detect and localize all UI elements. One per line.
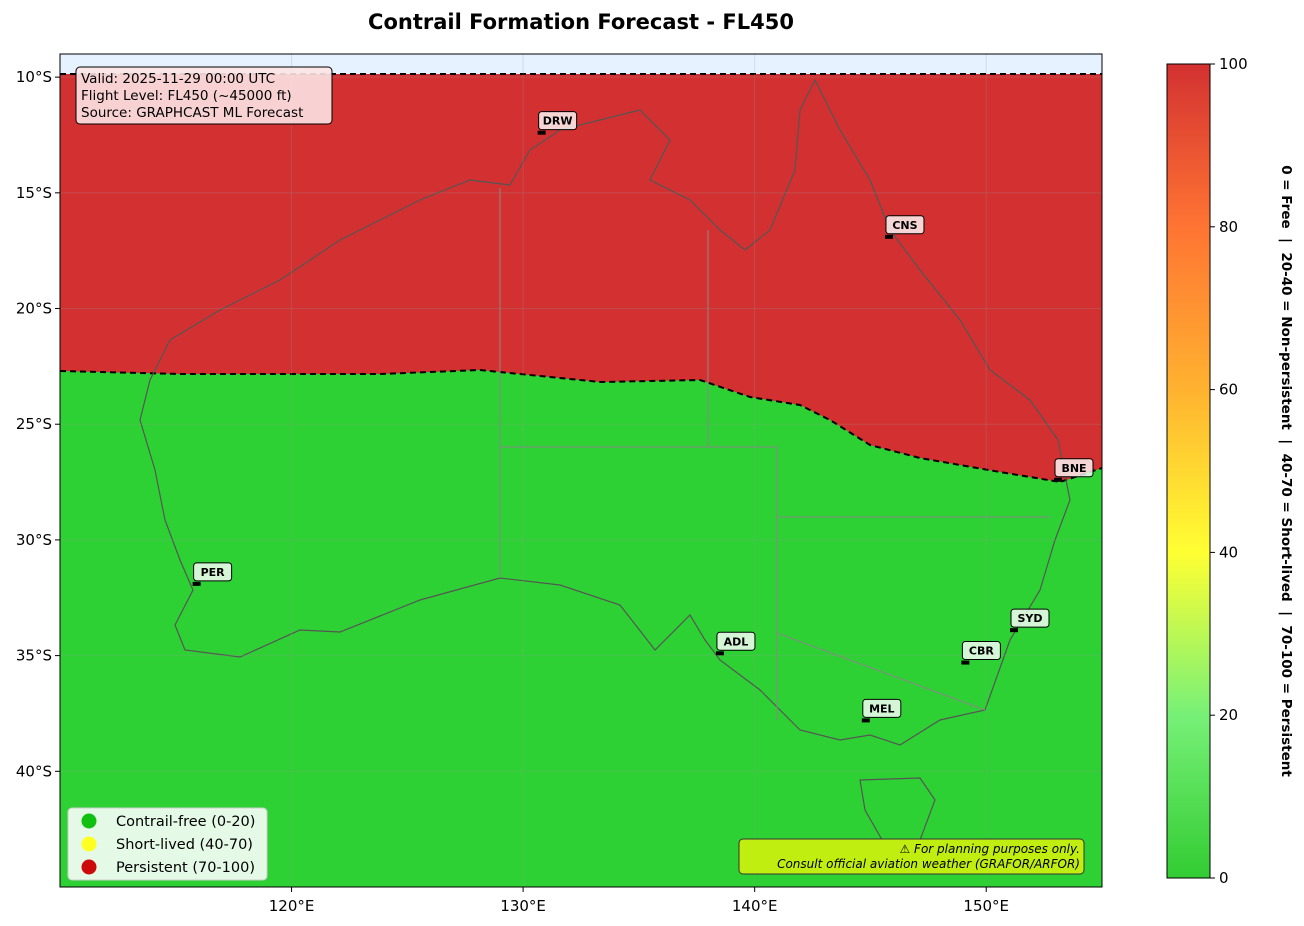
x-tick-label: 130°E bbox=[500, 897, 546, 915]
airport-label: BNE bbox=[1061, 462, 1086, 475]
legend-label: Persistent (70-100) bbox=[116, 860, 255, 876]
airport-label-box bbox=[862, 698, 902, 718]
airport-label-box bbox=[538, 111, 578, 131]
airport-label-box bbox=[885, 215, 925, 235]
colorbar-ticks: 0 20 40 60 80 100 bbox=[1210, 55, 1248, 887]
airport-label-box bbox=[193, 562, 233, 582]
airport-label: MEL bbox=[869, 702, 894, 715]
airport-label-box bbox=[716, 631, 756, 651]
note-line: Consult official aviation weather (GRAFO… bbox=[777, 857, 1080, 871]
colorbar-tick-label: 20 bbox=[1219, 706, 1238, 724]
map-frame bbox=[59, 53, 1103, 888]
legend-marker bbox=[81, 813, 97, 829]
colorbar-tick-label: 0 bbox=[1219, 869, 1229, 887]
legend bbox=[67, 807, 268, 881]
info-box bbox=[75, 66, 333, 125]
persistent-region bbox=[60, 74, 1102, 482]
colorbar-tick-label: 100 bbox=[1219, 55, 1248, 73]
y-tick-label: 15°S bbox=[16, 184, 52, 202]
x-tick-label: 140°E bbox=[732, 897, 778, 915]
airports: DRW CNS BNE PER ADL SYD CBR MEL bbox=[192, 111, 1094, 723]
info-line: Source: GRAPHCAST ML Forecast bbox=[81, 105, 303, 121]
x-tick-label: 120°E bbox=[269, 897, 315, 915]
x-tick-label: 150°E bbox=[963, 897, 1009, 915]
legend-label: Short-lived (40-70) bbox=[116, 837, 253, 853]
colorbar-label: 0 = Free | 20-40 = Non-persistent | 40-7… bbox=[1278, 165, 1294, 777]
airport-label: ADL bbox=[724, 635, 749, 648]
airport-marker bbox=[861, 718, 870, 723]
airport-label: CBR bbox=[969, 645, 994, 658]
airport-marker bbox=[1010, 628, 1019, 633]
colorbar-tick-label: 60 bbox=[1219, 381, 1238, 399]
legend-label: Contrail-free (0-20) bbox=[116, 814, 255, 830]
airport-marker bbox=[537, 130, 546, 135]
airport-marker bbox=[884, 234, 893, 239]
colorbar-tick-label: 80 bbox=[1219, 218, 1238, 236]
airport-label: DRW bbox=[543, 115, 573, 128]
airport-marker bbox=[961, 660, 970, 665]
colorbar bbox=[1166, 63, 1211, 879]
airport-label-box bbox=[961, 641, 1001, 661]
y-tick-label: 10°S bbox=[16, 68, 52, 86]
airport-marker bbox=[192, 581, 201, 586]
axis-labels: 120°E 130°E 140°E 150°E 10°S 15°S 20°S 25°S 30°S… bbox=[16, 68, 1009, 915]
note-box bbox=[738, 838, 1085, 875]
boundary-line bbox=[60, 368, 1102, 484]
colorbar-tick-label: 40 bbox=[1219, 543, 1238, 561]
note-line: ⚠ For planning purposes only. bbox=[900, 842, 1080, 856]
legend-marker bbox=[81, 859, 97, 875]
airport-label-box bbox=[1054, 458, 1094, 478]
airport-marker bbox=[715, 651, 724, 656]
coastline bbox=[139, 78, 1071, 746]
y-tick-label: 30°S bbox=[16, 531, 52, 549]
legend-marker bbox=[81, 836, 97, 852]
airport-marker bbox=[1054, 477, 1063, 482]
y-tick-label: 40°S bbox=[16, 762, 52, 780]
info-line: Flight Level: FL450 (~45000 ft) bbox=[81, 88, 292, 104]
title: Contrail Formation Forecast - FL450 bbox=[368, 10, 794, 34]
y-tick-label: 20°S bbox=[16, 300, 52, 318]
airport-label: SYD bbox=[1017, 612, 1042, 625]
gridlines bbox=[60, 54, 1102, 887]
y-tick-label: 25°S bbox=[16, 415, 52, 433]
info-line: Valid: 2025-11-29 00:00 UTC bbox=[81, 71, 275, 87]
map-area: DRW CNS BNE PER ADL SYD CBR MEL bbox=[60, 54, 1102, 887]
airport-label: PER bbox=[201, 566, 226, 579]
airport-label: CNS bbox=[892, 219, 917, 232]
state-borders bbox=[499, 188, 1050, 720]
legend-entries: Contrail-free (0-20) Short-lived (40-70) P… bbox=[81, 813, 255, 876]
airport-label-box bbox=[1010, 608, 1050, 628]
y-tick-label: 35°S bbox=[16, 647, 52, 665]
